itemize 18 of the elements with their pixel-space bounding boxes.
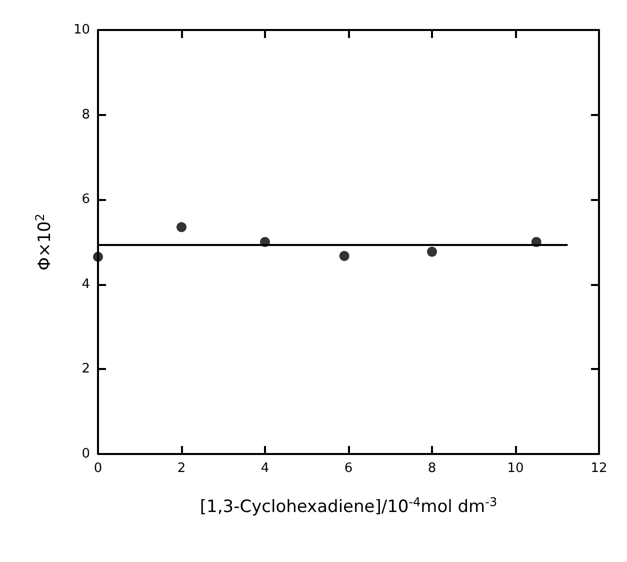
x-tick-label: 4 — [260, 461, 270, 476]
y-tick-label: 4 — [82, 276, 90, 292]
x-tick-label: 0 — [94, 461, 102, 476]
y-tick-label: 8 — [82, 107, 90, 122]
x-tick-label: 6 — [344, 461, 353, 476]
x-tick-label: 8 — [428, 461, 436, 476]
x-tick-label: 2 — [177, 461, 186, 476]
point — [93, 252, 103, 262]
y-tick-label: 2 — [82, 362, 90, 377]
x-tick-label: 10 — [507, 461, 524, 476]
y-tick-label: 10 — [73, 22, 90, 38]
y-tick-label: 6 — [82, 192, 90, 208]
y-axis-title: Φ×102 — [33, 214, 55, 270]
y-tick-label: 0 — [82, 446, 90, 462]
point — [176, 222, 186, 232]
point — [427, 246, 437, 257]
point — [339, 250, 350, 261]
x-tick-label: 12 — [590, 461, 608, 476]
